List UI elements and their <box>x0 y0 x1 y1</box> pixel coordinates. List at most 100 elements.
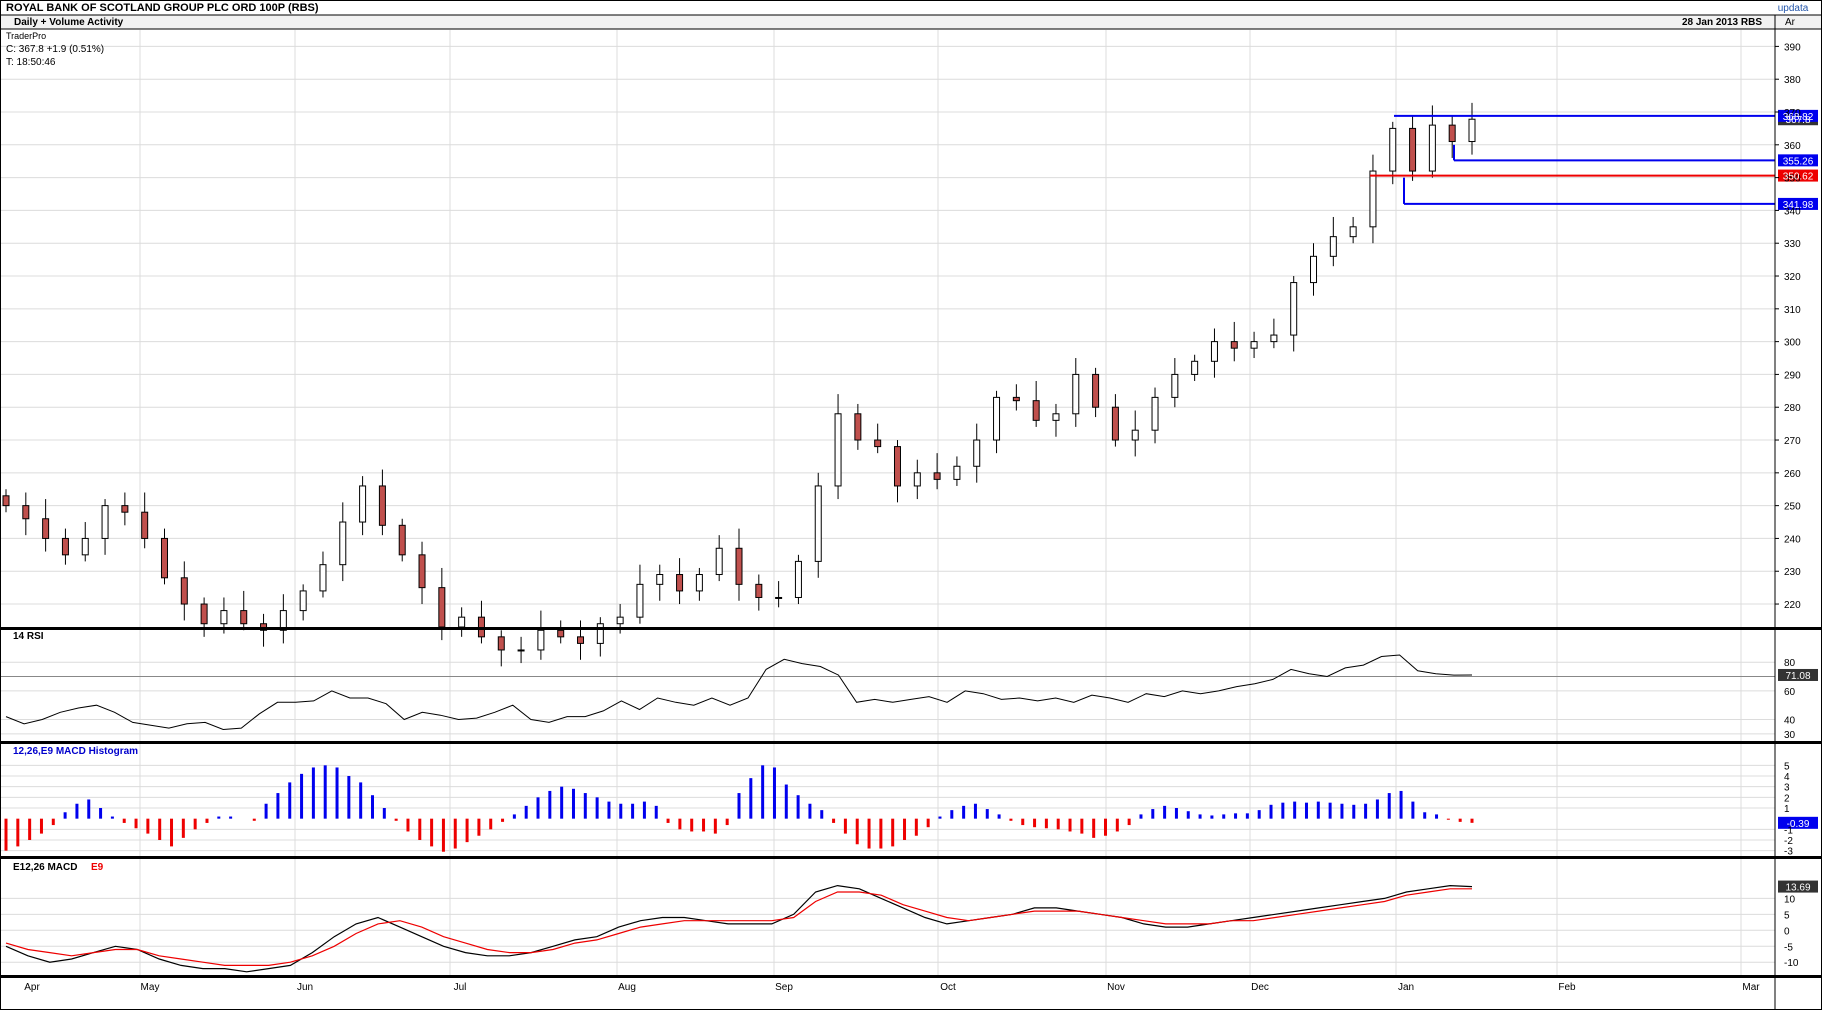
price-axis-label: 280 <box>1784 403 1801 414</box>
hist-tag-label: -0.39 <box>1787 819 1810 830</box>
hist-axis-label: 2 <box>1784 793 1790 804</box>
price-axis-label: 370 <box>1784 108 1801 119</box>
candle-body <box>1369 170 1377 228</box>
updata-logo: updata <box>1778 3 1809 14</box>
rsi-axis-label: 80 <box>1784 658 1796 669</box>
candle-body <box>1448 124 1456 143</box>
candle-body <box>141 511 149 539</box>
price-tag-label: 367.8 <box>1785 115 1810 126</box>
header-bar <box>0 15 1822 29</box>
price-axis-label: 390 <box>1784 42 1801 53</box>
macd-signal-label: E9 <box>91 862 104 873</box>
candle-body <box>160 537 168 579</box>
candle-body <box>61 537 69 556</box>
price-axis-label: 320 <box>1784 272 1801 283</box>
price-axis-label: 310 <box>1784 305 1801 316</box>
candle-body <box>359 485 367 523</box>
price-axis-label: 380 <box>1784 75 1801 86</box>
hist-axis-label: 3 <box>1784 783 1790 794</box>
hist-axis-label: -2 <box>1784 836 1793 847</box>
candle-body <box>1230 341 1238 349</box>
candle-body <box>240 610 248 625</box>
rsi-title: 14 RSI <box>13 631 44 642</box>
price-axis-label: 350 <box>1784 174 1801 185</box>
axis-tab[interactable]: Ar <box>1785 17 1796 28</box>
month-tick-label: Oct <box>940 982 956 993</box>
candle-body <box>418 554 426 589</box>
price-axis-label: 230 <box>1784 567 1801 578</box>
price-tag-label: 355.26 <box>1783 156 1814 167</box>
price-axis-label: 260 <box>1784 469 1801 480</box>
candle-body <box>636 583 644 618</box>
candle-body <box>22 505 30 520</box>
candle-body <box>596 623 604 644</box>
month-tick-label: Jul <box>454 982 467 993</box>
price-axis-label: 250 <box>1784 502 1801 513</box>
candle-body <box>775 596 783 599</box>
time-readout: T: 18:50:46 <box>6 57 56 68</box>
price-axis-label: 340 <box>1784 206 1801 217</box>
source-label: TraderPro <box>6 31 46 41</box>
month-tick-label: Nov <box>1107 982 1125 993</box>
candle-body <box>220 610 228 625</box>
candle-body <box>517 649 525 652</box>
month-tick-label: Mar <box>1742 982 1760 993</box>
candle-body <box>1012 396 1020 402</box>
candle-body <box>656 574 664 585</box>
candle-body <box>1072 373 1080 415</box>
candle-body <box>1349 226 1357 238</box>
candle-body <box>101 505 109 539</box>
rsi-line <box>5 654 1473 731</box>
candle-body <box>1210 341 1218 362</box>
month-tick-label: Aug <box>618 982 636 993</box>
price-axis-label: 270 <box>1784 436 1801 447</box>
candle-body <box>1032 400 1040 421</box>
candle-body <box>874 439 882 448</box>
macd-axis-label: 10 <box>1784 894 1796 905</box>
rsi-tag <box>1778 668 1818 681</box>
candle-body <box>1131 429 1139 441</box>
candle-body <box>1270 334 1278 343</box>
candle-body <box>1171 373 1179 398</box>
candle-body <box>378 485 386 526</box>
price-tag <box>1778 197 1818 210</box>
candle-body <box>2 495 10 507</box>
candle-body <box>953 465 961 480</box>
candle-body <box>695 574 703 592</box>
candle-body <box>1111 406 1119 441</box>
candle-body <box>1389 127 1397 172</box>
candle-body <box>1409 127 1417 172</box>
month-tick-label: Dec <box>1251 982 1269 993</box>
macd-signal-line <box>5 888 1472 967</box>
price-tag-label: 368.82 <box>1783 112 1814 123</box>
mode-label: Daily + Volume Activity <box>14 17 124 28</box>
month-tick-label: May <box>141 982 160 993</box>
candle-body <box>81 537 89 556</box>
candle-body <box>1092 373 1100 408</box>
date-symbol: 28 Jan 2013 RBS <box>1682 17 1762 28</box>
candle-body <box>973 439 981 467</box>
price-axis-label: 330 <box>1784 239 1801 250</box>
candle-body <box>913 472 921 487</box>
candle-body <box>458 616 466 628</box>
candle-body <box>299 590 307 612</box>
pane-divider-macd <box>0 856 1822 859</box>
price-axis-label: 290 <box>1784 370 1801 381</box>
hist-axis-label: 4 <box>1784 772 1790 783</box>
candle-body <box>993 396 1001 441</box>
rsi-tag-label: 71.08 <box>1785 671 1810 682</box>
candle-body <box>1329 236 1337 257</box>
candle-body <box>577 636 585 644</box>
macd-axis-label: -5 <box>1784 942 1793 953</box>
candle-body <box>676 574 684 592</box>
month-tick-label: Feb <box>1558 982 1576 993</box>
price-axis-label: 220 <box>1784 600 1801 611</box>
candle-body <box>755 583 763 598</box>
candle-body <box>1310 255 1318 284</box>
price-tag-label: 341.98 <box>1783 200 1814 211</box>
candle-body <box>319 564 327 592</box>
candle-body <box>1468 118 1476 143</box>
macd-axis-label: 5 <box>1784 910 1790 921</box>
